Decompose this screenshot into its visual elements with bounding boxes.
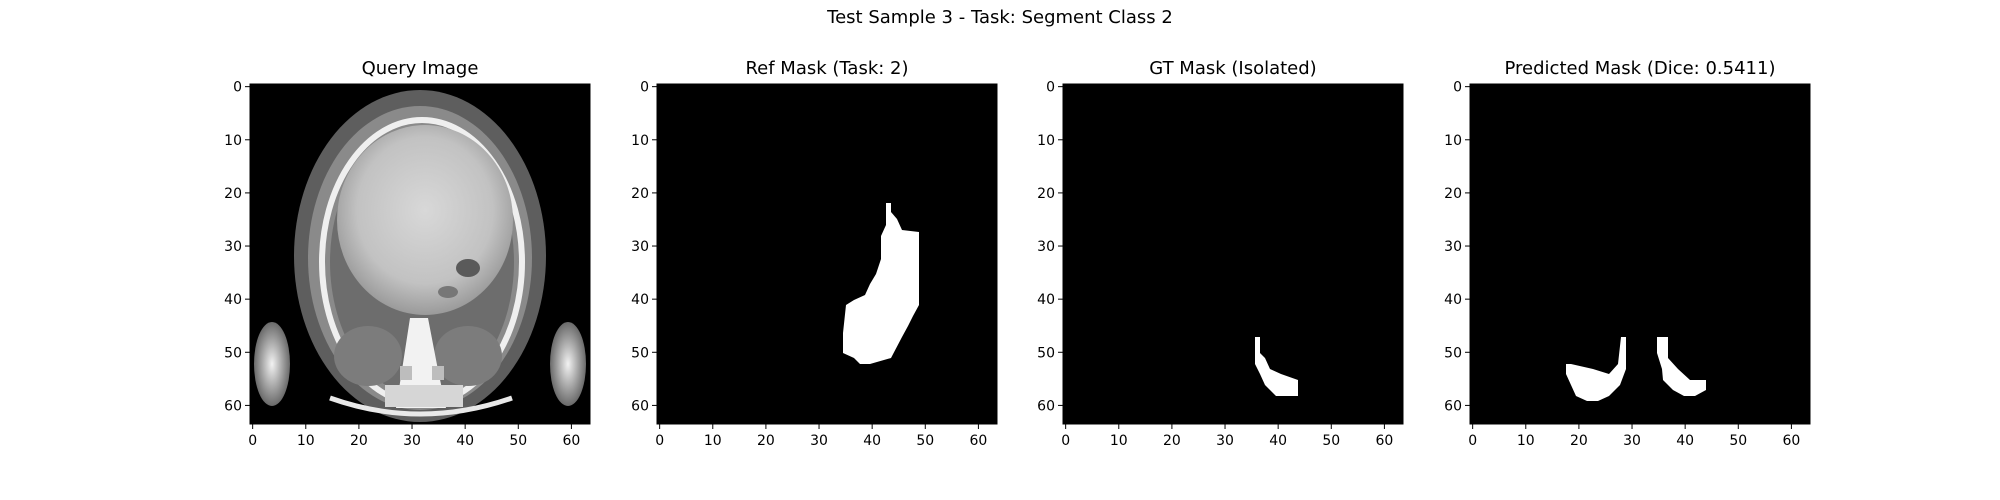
predicted-mask-xtick-label: 0 (1468, 433, 1477, 449)
gt-mask-region (1255, 337, 1298, 396)
gt-mask-ytick-label: 20 (1037, 186, 1055, 202)
gt-mask-xtick-label: 0 (1061, 433, 1070, 449)
predicted-mask-ytick-label: 40 (1444, 292, 1462, 308)
gt-mask-xtick-label: 50 (1322, 433, 1340, 449)
gt-mask-ytick-label: 10 (1037, 133, 1055, 149)
predicted-mask-ytick-label: 10 (1444, 133, 1462, 149)
ref-mask-xtick-label: 50 (916, 433, 934, 449)
ref-mask-axes-frame (656, 83, 998, 425)
ref-mask-xtick-label: 60 (969, 433, 987, 449)
query-xtick-label: 10 (297, 433, 315, 449)
gt-mask-xtick-label: 10 (1110, 433, 1128, 449)
gt-mask-ytick-label: 50 (1037, 345, 1055, 361)
gt-mask-ytick-label: 0 (1046, 80, 1055, 96)
predicted-mask-xtick-label: 60 (1782, 433, 1800, 449)
ref-mask-xtick-label: 30 (810, 433, 828, 449)
predicted-mask-xtick-label: 30 (1623, 433, 1641, 449)
query-ytick-label: 30 (224, 239, 242, 255)
query-ytick-label: 10 (224, 133, 242, 149)
ref-mask-ytick-label: 0 (640, 80, 649, 96)
predicted-mask-ytick-label: 60 (1444, 398, 1462, 414)
predicted-mask-region-right (1657, 337, 1706, 396)
predicted-mask-xtick-label: 10 (1517, 433, 1535, 449)
predicted-mask-xtick-label: 20 (1570, 433, 1588, 449)
query-xtick-label: 0 (248, 433, 257, 449)
query-ytick-label: 20 (224, 186, 242, 202)
gt-mask-ytick-label: 60 (1037, 398, 1055, 414)
gt-mask-xtick-label: 30 (1216, 433, 1234, 449)
ref-mask-ytick-label: 30 (631, 239, 649, 255)
predicted-mask-ytick-label: 50 (1444, 345, 1462, 361)
query-xtick-label: 30 (403, 433, 421, 449)
predicted-mask-region-left (1566, 337, 1626, 401)
panel-title-gt-mask: GT Mask (Isolated) (1149, 58, 1317, 79)
ref-mask-ytick-label: 20 (631, 186, 649, 202)
ref-mask-ytick-label: 60 (631, 398, 649, 414)
gt-mask-xtick-label: 60 (1375, 433, 1393, 449)
ref-mask-xtick-label: 10 (704, 433, 722, 449)
query-xtick-label: 40 (456, 433, 474, 449)
ref-mask-ytick-label: 10 (631, 133, 649, 149)
query-image-ct-slice (254, 90, 586, 422)
query-xtick-label: 50 (509, 433, 527, 449)
panel-title-query: Query Image (361, 58, 479, 79)
predicted-mask-panel (1470, 84, 1810, 424)
ref-mask-panel (657, 84, 997, 424)
gt-mask-ytick-label: 30 (1037, 239, 1055, 255)
gt-mask-axes-frame (1062, 83, 1404, 425)
predicted-mask-ytick-label: 30 (1444, 239, 1462, 255)
query-ytick-label: 60 (224, 398, 242, 414)
gt-mask-background (1063, 84, 1403, 424)
gt-mask-ytick-label: 40 (1037, 292, 1055, 308)
ref-mask-xtick-label: 40 (863, 433, 881, 449)
gt-mask-xtick-label: 20 (1163, 433, 1181, 449)
panel-title-ref-mask: Ref Mask (Task: 2) (745, 58, 909, 79)
query-image-panel (250, 84, 590, 424)
query-ytick-label: 40 (224, 292, 242, 308)
ref-mask-xtick-label: 0 (655, 433, 664, 449)
ref-mask-xtick-label: 20 (757, 433, 775, 449)
ref-mask-region (843, 203, 919, 364)
ref-mask-ytick-label: 50 (631, 345, 649, 361)
axes-layer: 0 10 20 30 40 50 60 0 10 20 30 40 50 60 0 10 20 30 40 50 60 0… (224, 80, 1811, 449)
predicted-mask-ytick-label: 20 (1444, 186, 1462, 202)
figure-suptitle: Test Sample 3 - Task: Segment Class 2 (827, 7, 1173, 28)
ref-mask-background (657, 84, 997, 424)
predicted-mask-xtick-label: 50 (1729, 433, 1747, 449)
query-ytick-label: 0 (233, 80, 242, 96)
query-axes-frame (249, 83, 591, 425)
panel-title-predicted-mask: Predicted Mask (Dice: 0.5411) (1504, 58, 1776, 79)
gt-mask-panel (1063, 84, 1403, 424)
query-xtick-label: 20 (350, 433, 368, 449)
predicted-mask-ytick-label: 0 (1453, 80, 1462, 96)
predicted-mask-xtick-label: 40 (1676, 433, 1694, 449)
query-xtick-label: 60 (562, 433, 580, 449)
predicted-mask-background (1470, 84, 1810, 424)
query-ytick-label: 50 (224, 345, 242, 361)
gt-mask-xtick-label: 40 (1269, 433, 1287, 449)
predicted-mask-axes-frame (1469, 83, 1811, 425)
ref-mask-ytick-label: 40 (631, 292, 649, 308)
